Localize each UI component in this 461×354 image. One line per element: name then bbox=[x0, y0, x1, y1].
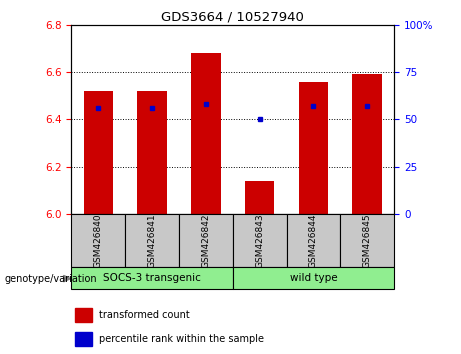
Bar bbox=[340, 214, 394, 267]
Text: genotype/variation: genotype/variation bbox=[5, 274, 97, 284]
Bar bbox=[125, 214, 179, 267]
Bar bbox=[245, 181, 274, 214]
Text: percentile rank within the sample: percentile rank within the sample bbox=[99, 333, 264, 344]
Bar bbox=[191, 53, 221, 214]
Text: GSM426842: GSM426842 bbox=[201, 213, 210, 268]
Text: GSM426841: GSM426841 bbox=[148, 213, 157, 268]
Bar bbox=[299, 82, 328, 214]
Text: GSM426844: GSM426844 bbox=[309, 213, 318, 268]
Text: GSM426840: GSM426840 bbox=[94, 213, 103, 268]
Bar bbox=[353, 74, 382, 214]
Text: GSM426843: GSM426843 bbox=[255, 213, 264, 268]
Bar bbox=[179, 214, 233, 267]
Bar bbox=[75, 308, 92, 322]
Title: GDS3664 / 10527940: GDS3664 / 10527940 bbox=[161, 11, 304, 24]
Bar bbox=[75, 332, 92, 346]
Text: GSM426845: GSM426845 bbox=[363, 213, 372, 268]
Bar bbox=[137, 91, 167, 214]
Text: wild type: wild type bbox=[290, 273, 337, 283]
Bar bbox=[233, 267, 394, 289]
Bar bbox=[83, 91, 113, 214]
Bar bbox=[233, 214, 287, 267]
Text: transformed count: transformed count bbox=[99, 310, 189, 320]
Bar bbox=[71, 214, 125, 267]
Bar bbox=[71, 267, 233, 289]
Bar bbox=[287, 214, 340, 267]
Text: SOCS-3 transgenic: SOCS-3 transgenic bbox=[103, 273, 201, 283]
Polygon shape bbox=[64, 275, 71, 282]
